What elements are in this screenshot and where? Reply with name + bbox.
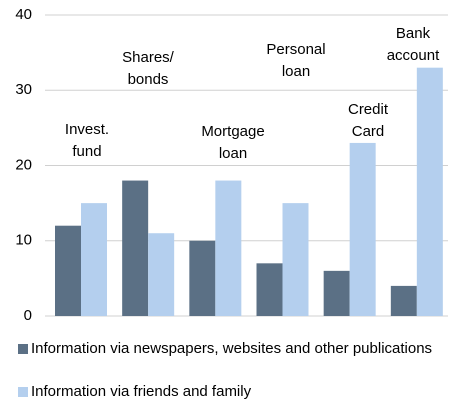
legend-swatch: [18, 387, 28, 397]
y-tick-label: 10: [15, 232, 32, 249]
bar: [55, 225, 81, 316]
category-label: loan: [219, 145, 247, 162]
bar: [81, 203, 107, 316]
bar: [282, 203, 309, 316]
bar: [390, 285, 417, 316]
legend-item: Information via friends and family: [18, 383, 438, 401]
legend-label: Information via friends and family: [31, 383, 252, 400]
category-label: account: [387, 47, 440, 64]
bar: [416, 67, 443, 316]
category-label: bonds: [128, 71, 169, 88]
bar: [256, 263, 283, 316]
legend-label: Information via newspapers, websites and…: [31, 340, 433, 357]
bar: [215, 180, 242, 316]
category-label: Bank: [396, 25, 431, 42]
category-label: Credit: [348, 101, 389, 118]
category-label: Mortgage: [201, 123, 264, 140]
bar: [349, 142, 376, 316]
category-label: Personal: [266, 41, 325, 58]
legend-swatch: [18, 344, 28, 354]
category-label: Invest.: [65, 121, 109, 138]
category-label: Shares/: [122, 49, 175, 66]
y-tick-label: 0: [24, 307, 32, 324]
bar: [122, 180, 149, 316]
y-tick-label: 30: [15, 81, 32, 98]
category-label: loan: [282, 63, 310, 80]
bar: [189, 240, 216, 316]
bar: [323, 270, 350, 316]
y-tick-label: 20: [15, 156, 32, 173]
legend-item: Information via newspapers, websites and…: [18, 340, 438, 358]
y-tick-label: 40: [15, 6, 32, 23]
chart: 0 10 20 30 40 Invest. fund Shares/bonds Mortgage…: [15, 6, 448, 324]
bar: [148, 233, 175, 316]
category-label: Card: [352, 123, 385, 140]
category-label: fund: [72, 143, 101, 160]
